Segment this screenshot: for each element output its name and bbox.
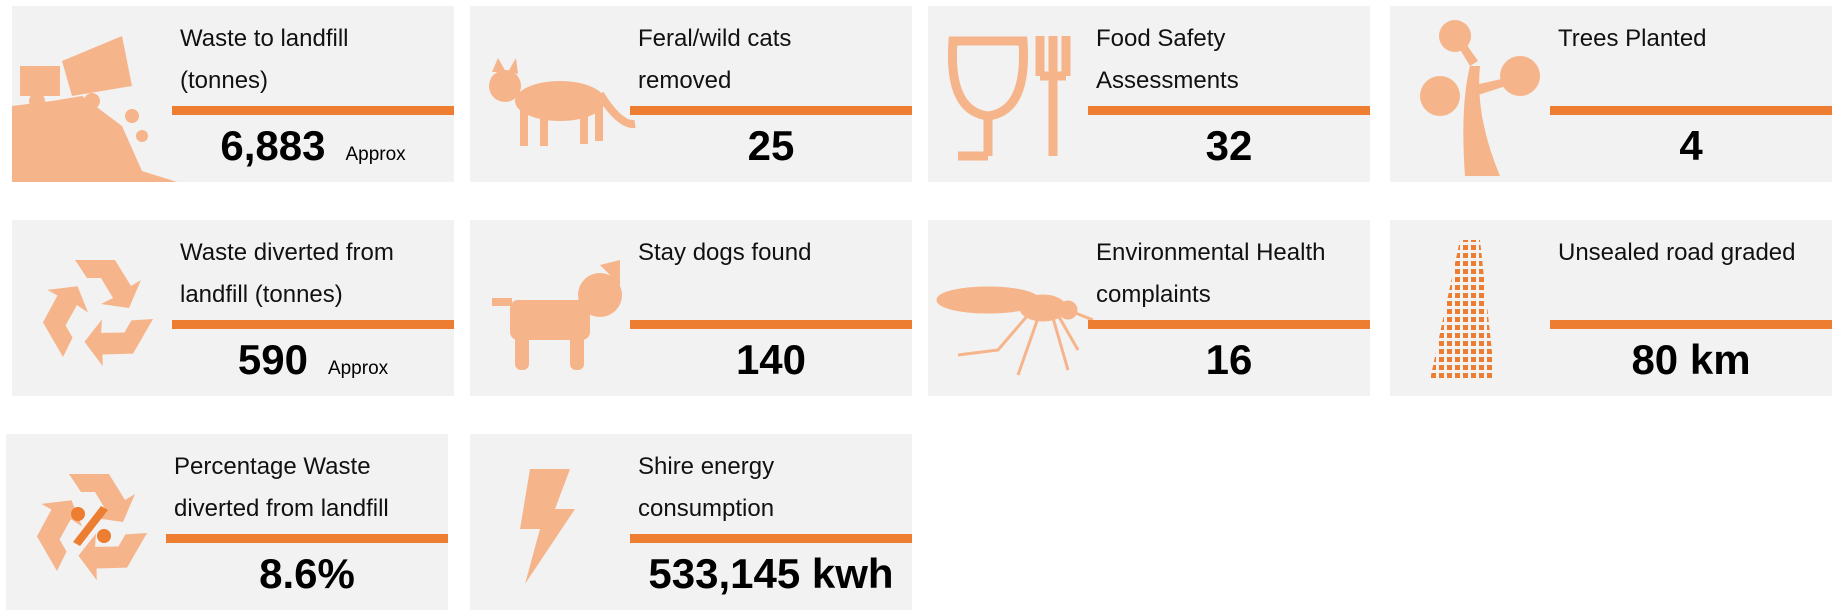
icon-graphic xyxy=(928,220,1098,396)
value-note: Approx xyxy=(345,144,405,165)
icon-graphic xyxy=(470,434,640,610)
divider-bar xyxy=(1550,320,1832,329)
stat-value: 80 km xyxy=(1550,336,1832,384)
value-text: 533,145 kwh xyxy=(648,550,893,597)
title-line: Assessments xyxy=(1096,60,1239,102)
stat-value: 16 xyxy=(1088,336,1370,384)
icon xyxy=(6,434,176,610)
value-text: 25 xyxy=(748,122,795,169)
divider-bar xyxy=(630,320,912,329)
title-line: Percentage Waste xyxy=(174,446,389,488)
icon xyxy=(928,6,1098,182)
divider-bar xyxy=(1550,106,1832,115)
divider-bar xyxy=(172,106,454,115)
stat-value: 8.6% xyxy=(166,550,448,598)
stat-value: 4 xyxy=(1550,122,1832,170)
value-text: 6,883 xyxy=(220,122,325,169)
divider-bar xyxy=(172,320,454,329)
icon xyxy=(12,6,182,182)
title-line: removed xyxy=(638,60,791,102)
icon xyxy=(928,220,1098,396)
divider-bar xyxy=(630,106,912,115)
title-line: Food Safety xyxy=(1096,18,1239,60)
title-line: landfill (tonnes) xyxy=(180,274,394,316)
stat-card: Unsealed road graded 80 km xyxy=(1390,220,1832,396)
title-line: complaints xyxy=(1096,274,1325,316)
stat-card: Trees Planted 4 xyxy=(1390,6,1832,182)
stat-card: Stay dogs found 140 xyxy=(470,220,912,396)
divider-bar xyxy=(1088,320,1370,329)
card-title: Trees Planted xyxy=(1558,18,1707,60)
card-title: Stay dogs found xyxy=(638,232,811,274)
card-title: Waste to landfill(tonnes) xyxy=(180,18,349,102)
icon xyxy=(1390,6,1560,182)
title-line: Stay dogs found xyxy=(638,232,811,274)
icon xyxy=(470,220,640,396)
divider-bar xyxy=(1088,106,1370,115)
value-text: 8.6% xyxy=(259,550,355,597)
stat-value: 140 xyxy=(630,336,912,384)
value-text: 32 xyxy=(1206,122,1253,169)
title-line: Feral/wild cats xyxy=(638,18,791,60)
icon-graphic xyxy=(6,434,176,610)
title-line: Waste to landfill xyxy=(180,18,349,60)
value-text: 140 xyxy=(736,336,806,383)
stat-value: 6,883 Approx xyxy=(172,122,454,170)
icon-graphic xyxy=(1390,6,1560,182)
icon xyxy=(470,6,640,182)
icon-graphic xyxy=(12,220,182,396)
icon xyxy=(1390,220,1560,396)
title-line: Shire energy xyxy=(638,446,774,488)
divider-bar xyxy=(630,534,912,543)
value-text: 590 xyxy=(238,336,308,383)
icon-graphic xyxy=(470,220,640,396)
stat-value: 533,145 kwh xyxy=(630,550,912,598)
title-line: Environmental Health xyxy=(1096,232,1325,274)
stat-value: 25 xyxy=(630,122,912,170)
icon-graphic xyxy=(12,6,182,182)
card-title: Unsealed road graded xyxy=(1558,232,1796,274)
icon-graphic xyxy=(1390,220,1560,396)
title-line: (tonnes) xyxy=(180,60,349,102)
stat-value: 590 Approx xyxy=(172,336,454,384)
stat-value: 32 xyxy=(1088,122,1370,170)
icon xyxy=(470,434,640,610)
title-line: Waste diverted from xyxy=(180,232,394,274)
title-line: Unsealed road graded xyxy=(1558,232,1796,274)
stat-card: Waste to landfill(tonnes) 6,883 Approx xyxy=(12,6,454,182)
title-line: consumption xyxy=(638,488,774,530)
page: Waste to landfill(tonnes) 6,883 Approx Fera… xyxy=(0,0,1840,616)
value-note: Approx xyxy=(328,358,388,379)
icon-graphic xyxy=(928,6,1098,182)
value-text: 4 xyxy=(1679,122,1702,169)
divider-bar xyxy=(166,534,448,543)
title-line: diverted from landfill xyxy=(174,488,389,530)
value-text: 80 km xyxy=(1631,336,1750,383)
icon-graphic xyxy=(470,6,640,182)
title-line: Trees Planted xyxy=(1558,18,1707,60)
icon xyxy=(12,220,182,396)
value-text: 16 xyxy=(1206,336,1253,383)
